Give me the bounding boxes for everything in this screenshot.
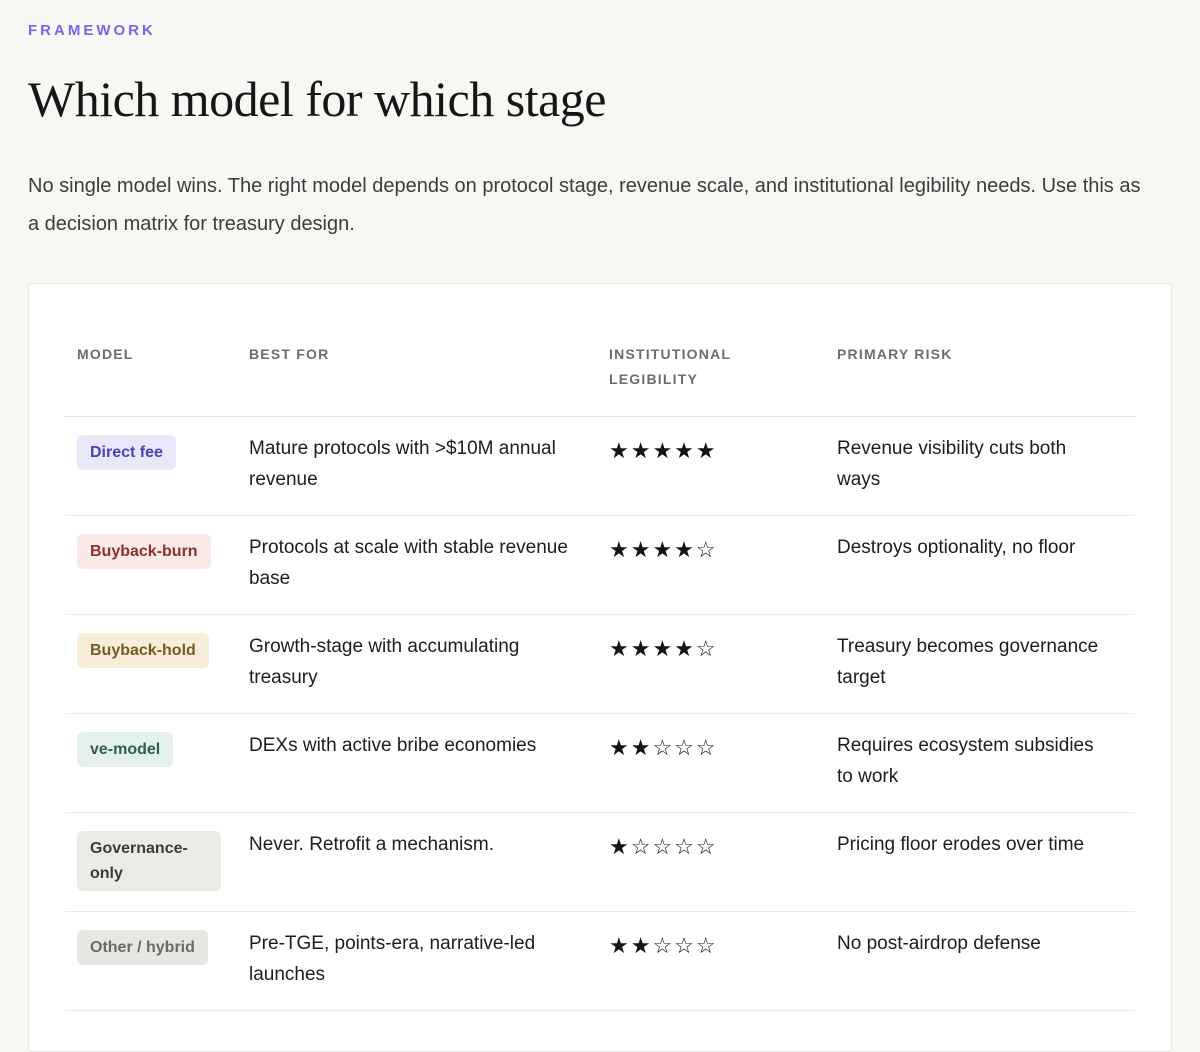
best-for-cell: Pre-TGE, points-era, narrative-led launc… xyxy=(249,933,536,985)
model-badge-governance-only: Governance-only xyxy=(77,831,221,891)
best-for-cell: Mature protocols with >$10M annual reven… xyxy=(249,438,556,490)
primary-risk-cell: Treasury becomes governance target xyxy=(837,636,1099,688)
primary-risk-cell: Destroys optionality, no floor xyxy=(837,537,1076,558)
table-row-buyback-burn: Buyback-burn Protocols at scale with sta… xyxy=(65,516,1135,615)
model-badge-direct-fee: Direct fee xyxy=(77,435,176,470)
section-eyebrow: FRAMEWORK xyxy=(28,22,156,39)
column-header-institutional-legibility: INSTITUTIONAL LEGIBILITY xyxy=(609,346,731,387)
model-badge-buyback-burn: Buyback-burn xyxy=(77,534,211,569)
primary-risk-cell: Pricing floor erodes over time xyxy=(837,834,1085,855)
star-rating: ★★☆☆☆ xyxy=(609,735,718,760)
best-for-cell: DEXs with active bribe economies xyxy=(249,735,537,756)
star-rating: ★★☆☆☆ xyxy=(609,933,718,958)
best-for-cell: Growth-stage with accumulating treasury xyxy=(249,636,520,688)
table-row-direct-fee: Direct fee Mature protocols with >$10M a… xyxy=(65,417,1135,516)
primary-risk-cell: No post-airdrop defense xyxy=(837,933,1041,954)
intro-paragraph: No single model wins. The right model de… xyxy=(28,175,1141,235)
table-row-governance-only: Governance-only Never. Retrofit a mechan… xyxy=(65,813,1135,912)
model-cell: ve-model xyxy=(65,730,249,792)
best-for-cell: Protocols at scale with stable revenue b… xyxy=(249,537,568,589)
model-badge-other-hybrid: Other / hybrid xyxy=(77,930,208,965)
model-badge-ve-model: ve-model xyxy=(77,732,174,767)
model-cell: Direct fee xyxy=(65,433,249,495)
primary-risk-cell: Requires ecosystem subsidies to work xyxy=(837,735,1094,787)
primary-risk-cell: Revenue visibility cuts both ways xyxy=(837,438,1067,490)
table-row-buyback-hold: Buyback-hold Growth-stage with accumulat… xyxy=(65,615,1135,714)
table-header-row: MODEL BEST FOR INSTITUTIONAL LEGIBILITY … xyxy=(65,302,1135,417)
decision-matrix-card: MODEL BEST FOR INSTITUTIONAL LEGIBILITY … xyxy=(28,283,1172,1052)
model-badge-buyback-hold: Buyback-hold xyxy=(77,633,209,668)
table-row-ve-model: ve-model DEXs with active bribe economie… xyxy=(65,714,1135,813)
column-header-model: MODEL xyxy=(77,346,134,362)
star-rating: ★★★★☆ xyxy=(609,636,718,661)
model-cell: Buyback-burn xyxy=(65,532,249,594)
model-cell: Other / hybrid xyxy=(65,928,249,990)
best-for-cell: Never. Retrofit a mechanism. xyxy=(249,834,494,855)
column-header-best-for: BEST FOR xyxy=(249,346,330,362)
table-row-other-hybrid: Other / hybrid Pre-TGE, points-era, narr… xyxy=(65,912,1135,1011)
model-cell: Governance-only xyxy=(65,829,249,891)
star-rating: ★★★★★ xyxy=(609,438,718,463)
star-rating: ★☆☆☆☆ xyxy=(609,834,718,859)
page-title: Which model for which stage xyxy=(28,71,606,127)
star-rating: ★★★★☆ xyxy=(609,537,718,562)
column-header-primary-risk: PRIMARY RISK xyxy=(837,346,953,362)
model-cell: Buyback-hold xyxy=(65,631,249,693)
